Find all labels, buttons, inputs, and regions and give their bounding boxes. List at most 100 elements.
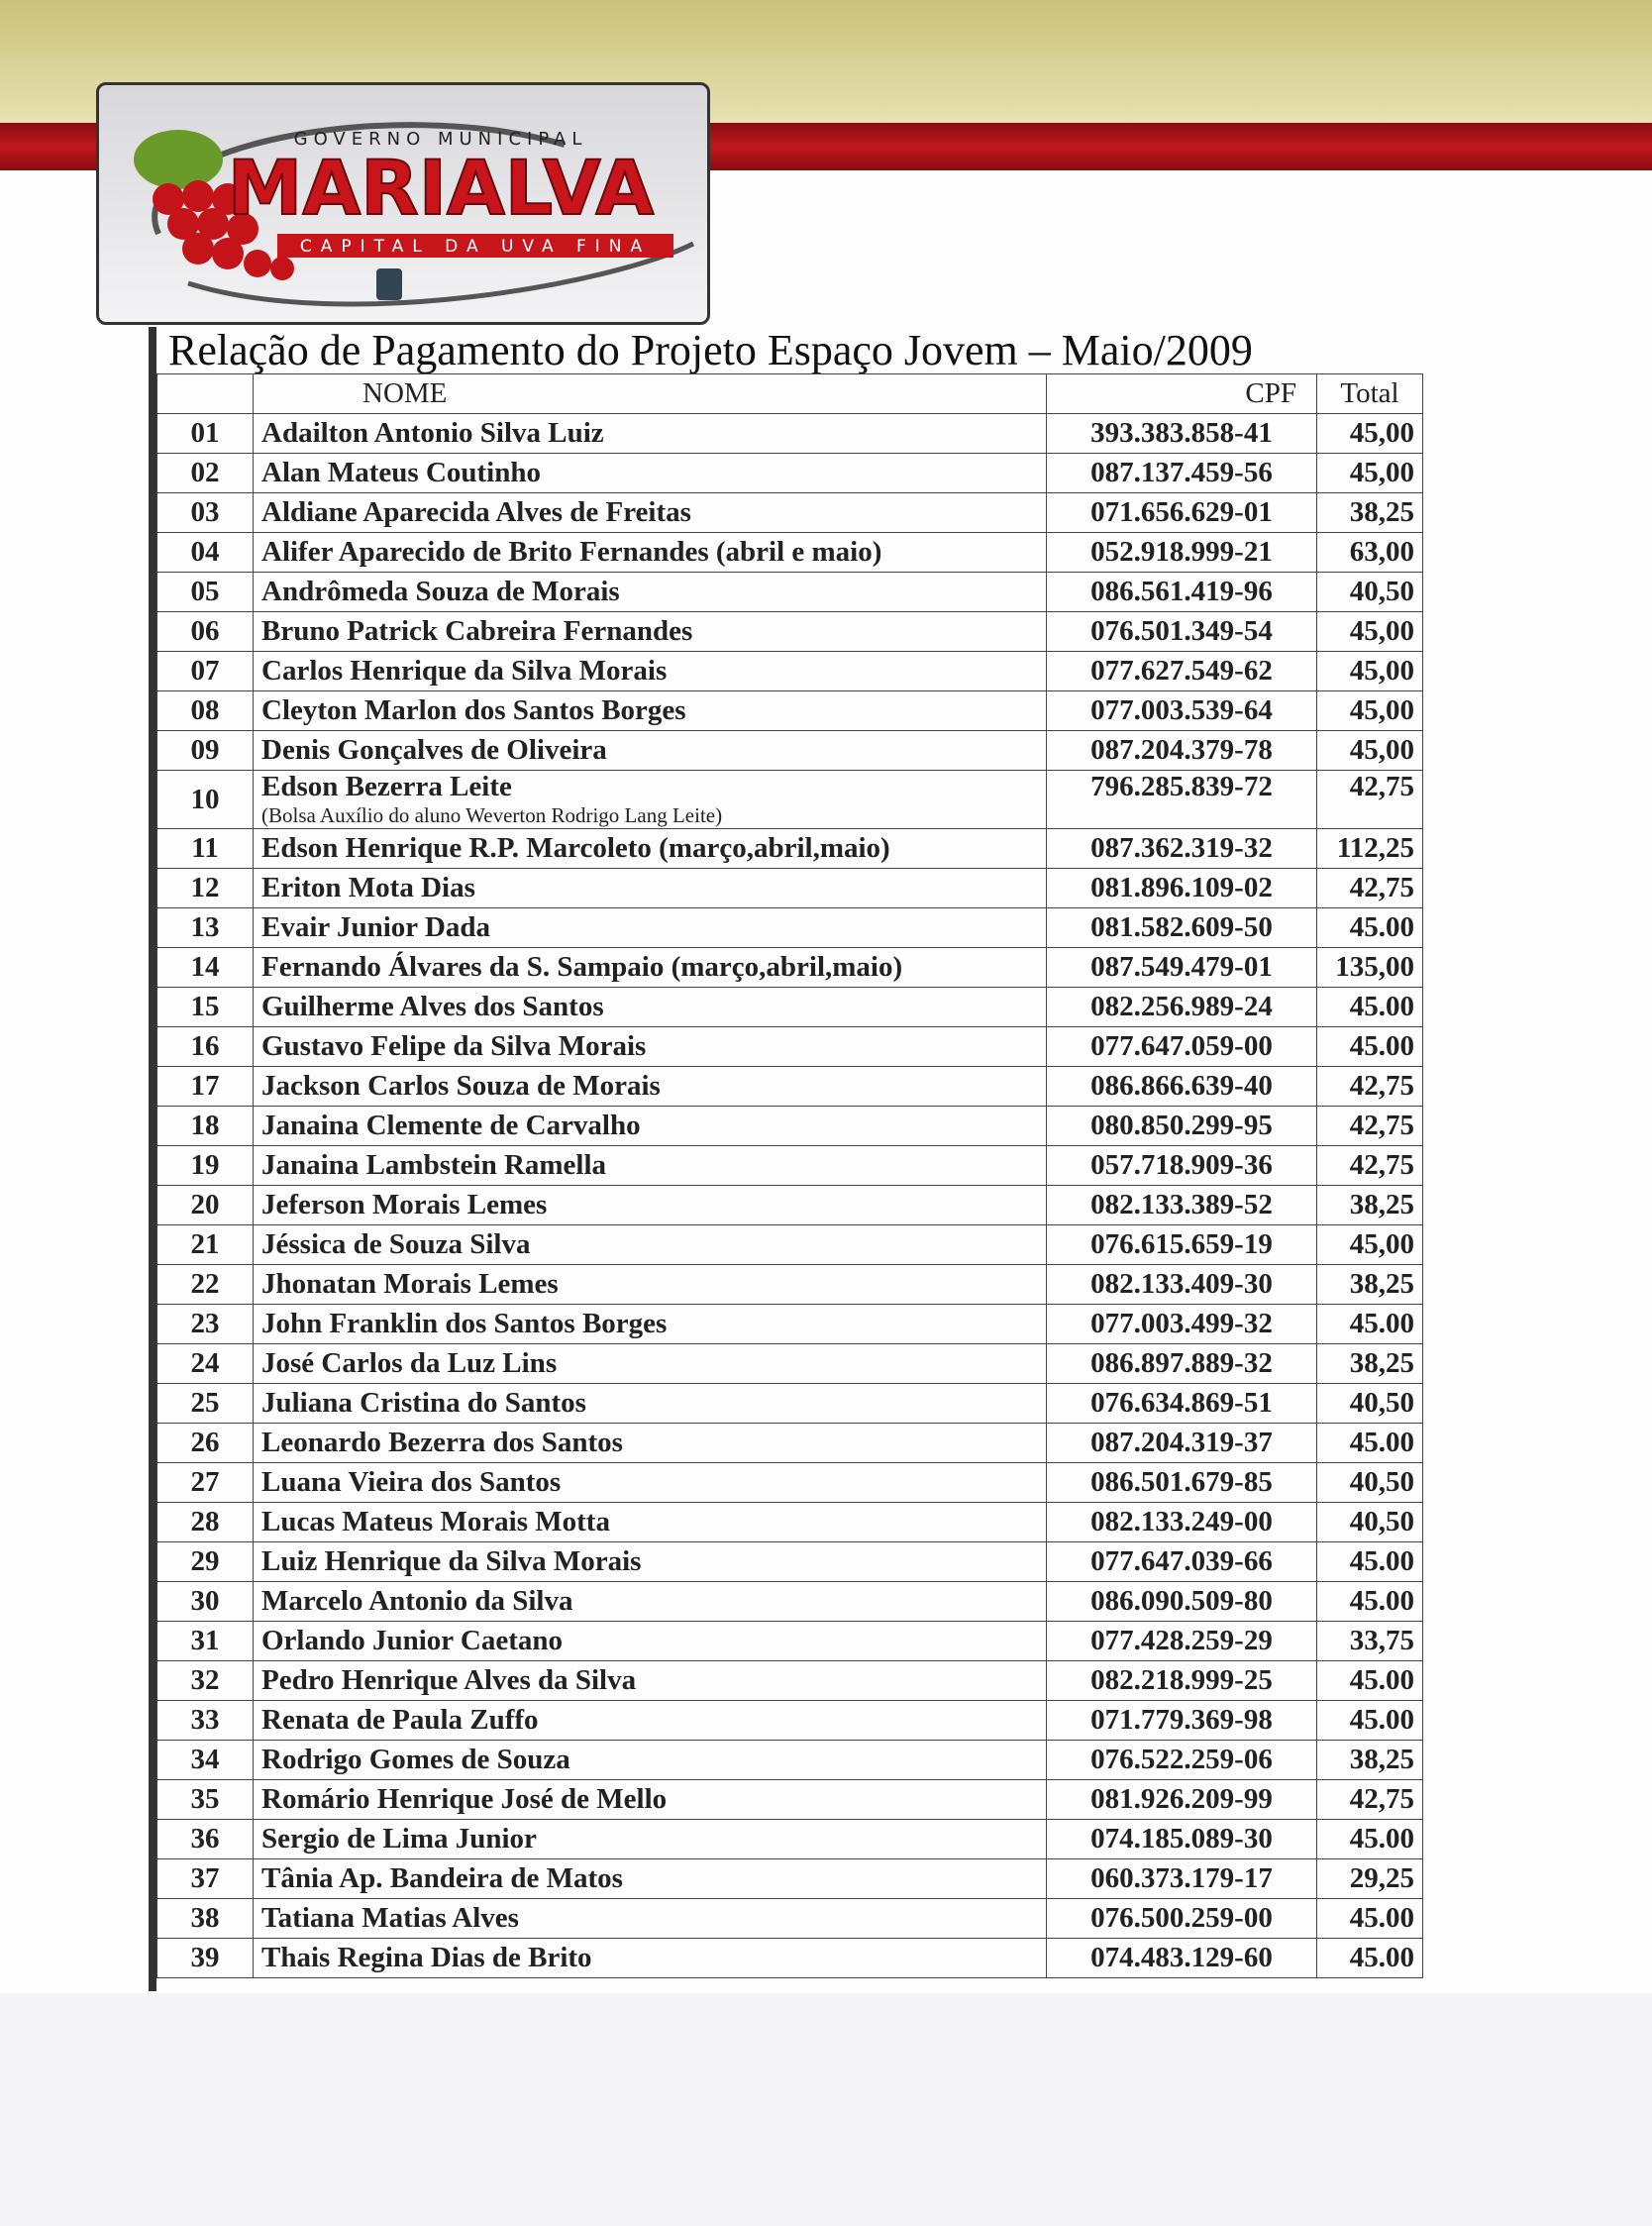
name: Alifer Aparecido de Brito Fernandes (abr… (261, 536, 882, 568)
cpf: 081.926.209-99 (1046, 1779, 1317, 1820)
row-number: 26 (156, 1423, 254, 1463)
total: 42,75 (1316, 868, 1423, 908)
total: 45,00 (1316, 690, 1423, 731)
cpf: 076.634.869-51 (1046, 1383, 1317, 1424)
row-number: 20 (156, 1185, 254, 1225)
name: Leonardo Bezerra dos Santos (261, 1427, 623, 1458)
total: 29,25 (1316, 1858, 1423, 1899)
row-number: 31 (156, 1621, 254, 1661)
name-cell: Thais Regina Dias de Brito (253, 1938, 1047, 1978)
table-row: 21 Jéssica de Souza Silva 076.615.659-19 45… (156, 1224, 1423, 1265)
row-number: 13 (156, 907, 254, 948)
name-cell: Luana Vieira dos Santos (253, 1462, 1047, 1503)
title: Relação de Pagamento do Projeto Espaço J… (168, 326, 1253, 374)
name: Bruno Patrick Cabreira Fernandes (261, 615, 693, 647)
name: Evair Junior Dada (261, 911, 490, 943)
name: Andrômeda Souza de Morais (261, 576, 620, 607)
total: 45.00 (1316, 987, 1423, 1027)
table-row: 05 Andrômeda Souza de Morais 086.561.419-9… (156, 572, 1423, 612)
row-number: 24 (156, 1343, 254, 1384)
cpf: 057.718.909-36 (1046, 1145, 1317, 1186)
table-row: 18 Janaina Clemente de Carvalho 080.850.29… (156, 1106, 1423, 1146)
row-number: 15 (156, 987, 254, 1027)
total: 45,00 (1316, 1224, 1423, 1265)
total: 45,00 (1316, 453, 1423, 493)
cpf: 071.656.629-01 (1046, 492, 1317, 533)
total: 45.00 (1316, 1026, 1423, 1067)
cpf: 080.850.299-95 (1046, 1106, 1317, 1146)
cpf: 082.256.989-24 (1046, 987, 1317, 1027)
name: Jackson Carlos Souza de Morais (261, 1070, 661, 1102)
row-number: 06 (156, 611, 254, 652)
name: Juliana Cristina do Santos (261, 1387, 586, 1419)
table-body: 01 Adailton Antonio Silva Luiz 393.383.858… (156, 413, 1423, 1978)
name-cell: Alan Mateus Coutinho (253, 453, 1047, 493)
name-cell: Janaina Lambstein Ramella (253, 1145, 1047, 1186)
row-number: 35 (156, 1779, 254, 1820)
table-row: 35 Romário Henrique José de Mello 081.926.… (156, 1779, 1423, 1820)
name-cell: Eriton Mota Dias (253, 868, 1047, 908)
name: Gustavo Felipe da Silva Morais (261, 1030, 647, 1062)
name-cell: Jackson Carlos Souza de Morais (253, 1066, 1047, 1107)
table-row: 16 Gustavo Felipe da Silva Morais 077.647.… (156, 1026, 1423, 1067)
table-row: 23 John Franklin dos Santos Borges 077.003… (156, 1304, 1423, 1344)
total: 135,00 (1316, 947, 1423, 988)
total: 40,50 (1316, 572, 1423, 612)
table-row: 30 Marcelo Antonio da Silva 086.090.509-80… (156, 1581, 1423, 1622)
name: John Franklin dos Santos Borges (261, 1308, 668, 1339)
logo-tagline: CAPITAL DA UVA FINA (300, 237, 651, 257)
cpf: 081.896.109-02 (1046, 868, 1317, 908)
table-row: 17 Jackson Carlos Souza de Morais 086.866.… (156, 1066, 1423, 1107)
cpf: 393.383.858-41 (1046, 413, 1317, 454)
name: Marcelo Antonio da Silva (261, 1585, 573, 1617)
cpf: 076.522.259-06 (1046, 1740, 1317, 1780)
cpf: 082.133.249-00 (1046, 1502, 1317, 1542)
total: 45.00 (1316, 1541, 1423, 1582)
name-cell: Edson Henrique R.P. Marcoleto (março,abr… (253, 828, 1047, 869)
total: 42,75 (1316, 770, 1423, 829)
table-row: 09 Denis Gonçalves de Oliveira 087.204.379… (156, 730, 1423, 771)
name-cell: John Franklin dos Santos Borges (253, 1304, 1047, 1344)
cpf: 074.185.089-30 (1046, 1819, 1317, 1859)
cpf: 076.501.349-54 (1046, 611, 1317, 652)
table-row: 04 Alifer Aparecido de Brito Fernandes (a… (156, 532, 1423, 573)
total: 45.00 (1316, 1898, 1423, 1939)
table-row: 19 Janaina Lambstein Ramella 057.718.909-3… (156, 1145, 1423, 1186)
total: 45.00 (1316, 1660, 1423, 1701)
name: Pedro Henrique Alves da Silva (261, 1664, 637, 1696)
logo: GOVERNO MUNICIPAL MARIALVA CAPITAL DA UV… (96, 82, 710, 325)
cpf: 087.204.319-37 (1046, 1423, 1317, 1463)
name-cell: Edson Bezerra Leite (Bolsa Auxílio do alu… (253, 770, 1047, 829)
cpf: 082.133.389-52 (1046, 1185, 1317, 1225)
name-cell: Pedro Henrique Alves da Silva (253, 1660, 1047, 1701)
name-cell: Janaina Clemente de Carvalho (253, 1106, 1047, 1146)
name: Eriton Mota Dias (261, 872, 475, 903)
row-number: 23 (156, 1304, 254, 1344)
total: 112,25 (1316, 828, 1423, 869)
total: 38,25 (1316, 1185, 1423, 1225)
row-number: 02 (156, 453, 254, 493)
total: 45,00 (1316, 651, 1423, 691)
name: Adailton Antonio Silva Luiz (261, 417, 604, 449)
table-row: 36 Sergio de Lima Junior 074.185.089-30 45.… (156, 1819, 1423, 1859)
cpf: 077.647.039-66 (1046, 1541, 1317, 1582)
name-cell: Lucas Mateus Morais Motta (253, 1502, 1047, 1542)
cpf: 081.582.609-50 (1046, 907, 1317, 948)
header-cell (156, 373, 254, 414)
name: Romário Henrique José de Mello (261, 1783, 668, 1815)
cpf: 077.647.059-00 (1046, 1026, 1317, 1067)
name: Jéssica de Souza Silva (261, 1228, 531, 1260)
total: 45.00 (1316, 1819, 1423, 1859)
note: (Bolsa Auxílio do aluno Weverton Rodrigo… (261, 803, 723, 827)
cpf: 082.218.999-25 (1046, 1660, 1317, 1701)
cpf: 077.003.499-32 (1046, 1304, 1317, 1344)
total: 38,25 (1316, 1343, 1423, 1384)
name-cell: Romário Henrique José de Mello (253, 1779, 1047, 1820)
name-cell: Sergio de Lima Junior (253, 1819, 1047, 1859)
table-row: 31 Orlando Junior Caetano 077.428.259-29 33… (156, 1621, 1423, 1661)
row-number: 05 (156, 572, 254, 612)
name-cell: Adailton Antonio Silva Luiz (253, 413, 1047, 454)
name-cell: Rodrigo Gomes de Souza (253, 1740, 1047, 1780)
total: 42,75 (1316, 1779, 1423, 1820)
table-row: 06 Bruno Patrick Cabreira Fernandes 076.50… (156, 611, 1423, 652)
